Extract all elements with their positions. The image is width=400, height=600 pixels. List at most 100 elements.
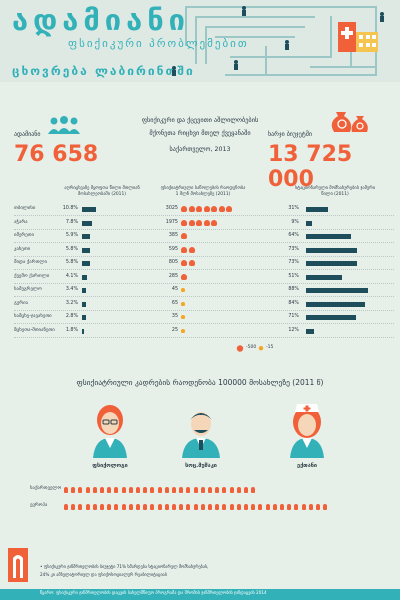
europe-staff-person-icon [92, 504, 97, 510]
maze-line [225, 74, 375, 76]
bed-bag-icon [188, 246, 195, 253]
europe-staff-person-icon [287, 504, 292, 510]
psychologist-icon [93, 405, 127, 458]
legend-big-bag-icon [236, 345, 244, 352]
inpatient-bar [306, 207, 328, 212]
page-subtitle: ფსიქიკური პრობლემებით [68, 37, 249, 50]
bed-bag-icon [196, 219, 202, 226]
beds-value: 285 [168, 273, 178, 279]
share-bar [82, 274, 88, 280]
europe-staff-person-icon [272, 504, 277, 510]
stats-center-line1: ფსიქიკური და ქცევითი აშლილობების [141, 117, 259, 124]
europe-staff-person-icon [179, 504, 184, 510]
inpatient-value: 71% [288, 314, 299, 319]
georgia-staff-person-icon [121, 487, 126, 493]
georgia-row-label: საქართველო [30, 486, 62, 491]
europe-staff-person-icon [128, 504, 133, 510]
maze-line [215, 36, 295, 38]
europe-staff-person-icon [200, 504, 205, 510]
footer-note-1: • ფსიქიკური ჯანმრთელობის ბიუჯეტი 71% ხმა… [40, 564, 209, 569]
bed-bag-icon [181, 246, 187, 253]
people-group-icon [48, 116, 80, 134]
bed-bag-icon [196, 206, 202, 212]
europe-staff-person-icon [251, 504, 256, 510]
regions-table: აღრიცხვაზე მყოფთა წილი მთლიან მოსახლეობა… [0, 186, 400, 356]
bed-bag-icon [188, 219, 195, 226]
europe-staff-person-icon [258, 504, 263, 510]
budget-value: 13 725 000 [268, 142, 353, 192]
person-icon [380, 12, 384, 22]
europe-staff-person-icon [136, 504, 140, 510]
inpatient-value: 73% [288, 246, 299, 252]
europe-staff-person-icon [215, 504, 220, 510]
georgia-staff-person-icon [208, 487, 212, 493]
share-value: 7.8% [65, 219, 78, 225]
bed-bag-icon [203, 206, 210, 212]
person-icon [172, 66, 176, 76]
inpatient-value: 12% [288, 327, 299, 333]
georgia-staff-person-icon [229, 487, 234, 493]
region-name: სამცხე-ჯავახეთი [14, 314, 52, 319]
person-icon [234, 60, 238, 70]
georgia-staff-person-icon [150, 487, 155, 493]
staff-section-title: ფსიქიატრიული კადრების რაოდენობა 100000 მ… [76, 378, 324, 387]
share-bar [82, 247, 90, 253]
georgia-staff-person-icon [236, 487, 241, 493]
hospital-icon [338, 22, 378, 52]
europe-staff-person-icon [294, 504, 299, 510]
bed-bag-icon [203, 219, 210, 226]
beds-value: 35 [171, 314, 178, 319]
europe-staff-person-icon [100, 504, 104, 510]
europe-staff-person-icon [208, 504, 212, 510]
region-name: შიდა ქართლი [14, 260, 47, 265]
inpatient-value: 88% [288, 287, 299, 292]
row-divider [14, 269, 394, 270]
georgia-staff-person-icon [107, 487, 112, 493]
europe-staff-person-icon [280, 504, 284, 510]
georgia-staff-person-icon [200, 487, 205, 493]
europe-staff-person-icon [172, 504, 176, 510]
bed-bag-icon [226, 206, 232, 212]
region-name: იმერეთი [14, 233, 35, 238]
beds-value: 595 [168, 246, 178, 252]
share-value: 5.9% [65, 233, 78, 238]
georgia-staff-person-icon [143, 487, 148, 493]
bed-bag-icon [181, 233, 187, 239]
share-value: 5.8% [65, 246, 78, 252]
georgia-staff-person-icon [157, 487, 162, 493]
maze-line [230, 56, 330, 58]
europe-row-label: ევროპა [30, 503, 48, 508]
bed-bag-icon [211, 206, 217, 212]
share-bar [82, 220, 93, 226]
footer-bar [0, 589, 400, 600]
share-bar [82, 234, 90, 239]
inpatient-bar [306, 288, 368, 293]
bed-bag-icon [181, 260, 187, 266]
column-header-share: აღრიცხვაზე მყოფთა წილი მთლიან მოსახლეობა… [64, 186, 140, 197]
inpatient-bar [306, 274, 342, 280]
europe-staff-person-icon [193, 504, 198, 510]
maze-line [350, 46, 352, 66]
georgia-staff-person-icon [179, 487, 184, 493]
beds-value: 3025 [165, 206, 178, 211]
bed-bag-icon [188, 260, 195, 266]
page-title: ადამიანი [12, 3, 191, 37]
footer-note-2: 24% კი ამბულატორიულ და ფსიქოსოციალურ რეა… [40, 572, 167, 577]
georgia-staff-person-icon [85, 487, 90, 493]
bed-bag-icon [181, 219, 187, 226]
budget-label: ხარჯი ბიუჯეტში [268, 131, 312, 138]
inpatient-bar [306, 328, 315, 334]
georgia-staff-person-icon [114, 487, 119, 493]
maze-line [205, 26, 305, 28]
footer-source: წყარო: ფსიქიკური ჯანმრთელობის დაცვის სახ… [40, 590, 267, 595]
page-tagline: ცხოვრება ლაბირინთში [12, 64, 195, 78]
georgia-staff-person-icon [193, 487, 198, 493]
row-divider [14, 282, 394, 284]
share-value: 1.8% [65, 327, 78, 333]
inpatient-bar [306, 261, 358, 266]
share-bar [82, 301, 87, 307]
georgia-staff-person-icon [78, 487, 83, 493]
share-value: 10.8% [62, 206, 78, 211]
georgia-staff-person-icon [64, 487, 68, 493]
maze-line [185, 6, 375, 8]
